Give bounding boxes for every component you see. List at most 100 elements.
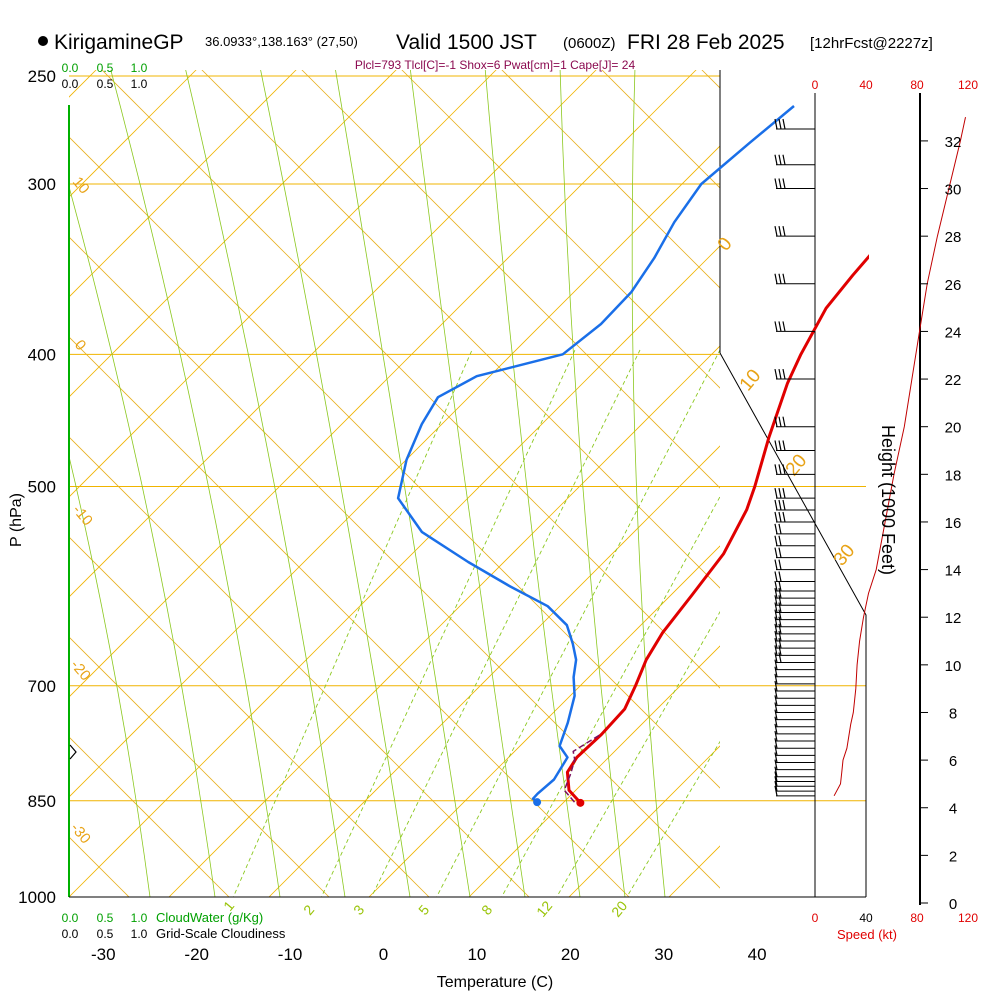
height-tick-label: 22	[945, 372, 962, 389]
indices-line: Plcl=793 Tlcl[C]=-1 Shox=6 Pwat[cm]=1 Ca…	[355, 58, 636, 72]
y-axis-ticks: 250 300 400 500 700 850 1000	[18, 67, 56, 907]
isotherm-line	[69, 70, 97, 98]
isotherm-line	[568, 745, 720, 897]
wind-barb-flag	[782, 416, 786, 427]
wind-barb-flag	[778, 321, 782, 332]
wind-barb-flag	[778, 580, 782, 592]
dry-adiabat-line	[401, 70, 720, 389]
wind-speed-profile	[833, 116, 966, 797]
y-axis-title: P (hPa)	[8, 493, 25, 547]
isotherm-line	[268, 445, 720, 897]
isotherm-label: 10	[736, 366, 766, 396]
wind-barb-flag	[774, 226, 778, 237]
height-tick-label: 12	[945, 610, 962, 627]
mixing-ratio-line	[436, 349, 720, 897]
wind-barb-flag	[774, 499, 778, 511]
wind-barb-flag	[774, 511, 778, 523]
dry-adiabat-line	[69, 436, 530, 897]
wind-barb-flag	[782, 154, 786, 165]
station-name: KirigamineGP	[54, 31, 184, 54]
mixing-ratio-label-group: 1 2 3 5 8 12 20	[220, 898, 630, 920]
dry-adiabat-line	[69, 836, 130, 897]
wind-barb-flag	[774, 571, 778, 582]
wind-barb-flag	[774, 273, 778, 284]
wind-barb-flag	[774, 178, 778, 189]
wind-barb-flag	[774, 321, 778, 332]
wind-barb-flag	[774, 616, 778, 627]
wind-barb-flag	[774, 702, 778, 713]
wind-barb-flag	[774, 602, 778, 613]
wind-barb-flag	[782, 440, 786, 451]
wind-barb-flag	[774, 547, 778, 558]
cloudwater-tick-bottom: 0.5	[97, 911, 114, 925]
speed-tick-label-bottom: 40	[859, 911, 873, 925]
dry-adiabat-line	[69, 236, 720, 889]
isotherm-line	[69, 245, 720, 897]
wind-barb-flag	[778, 464, 782, 475]
y-tick-label: 300	[28, 175, 56, 194]
moist-adiabat-line	[69, 454, 151, 897]
mixing-ratio-label: 12	[533, 898, 555, 920]
mixing-ratio-label: 5	[415, 902, 432, 918]
wind-barb-flag	[782, 226, 786, 237]
wind-barb-flag	[778, 499, 782, 511]
wind-barb-flag	[774, 759, 778, 770]
wind-barb-flag	[774, 595, 778, 606]
isotherm-label: -30	[67, 820, 94, 848]
dry-adiabat-line	[0, 0, 29, 897]
dry-adiabat-line	[201, 70, 720, 589]
series-line-parcel	[563, 733, 601, 803]
wind-barb-flag	[774, 623, 778, 635]
height-tick-label: 0	[949, 896, 957, 913]
y-tick-label: 700	[28, 677, 56, 696]
wind-barb-flag	[782, 464, 786, 475]
x-tick-label: 40	[748, 945, 767, 964]
isotherm-line	[69, 70, 397, 398]
height-tick-label: 4	[949, 801, 957, 818]
mixing-ratio-label: 8	[478, 902, 495, 918]
valid-time: Valid 1500 JST	[396, 31, 537, 54]
isotherm-label: 30	[830, 541, 860, 571]
isotherm-line	[69, 70, 497, 498]
wind-barb-flag	[774, 745, 778, 756]
isotherm-line	[468, 645, 720, 897]
wind-barb-flag	[778, 609, 782, 620]
wind-barb-flag	[778, 154, 782, 165]
lcl-marker-icon	[69, 744, 77, 760]
wind-barb-flag	[782, 178, 786, 189]
speed-tick-label-bottom: 0	[812, 911, 819, 925]
wind-barb-flag	[778, 488, 782, 499]
wind-barb-flag	[774, 738, 778, 749]
isotherm-line	[69, 70, 597, 598]
mixing-ratio-label: 20	[608, 898, 630, 920]
station-marker-icon	[38, 36, 48, 46]
height-tick-label: 6	[949, 753, 957, 770]
mixing-ratio-line	[370, 349, 641, 897]
wind-barb-flag	[774, 630, 778, 642]
wind-barb-flag	[778, 645, 782, 656]
x-tick-label: 10	[467, 945, 486, 964]
skew-boundary	[719, 352, 867, 897]
wind-barb-flag	[778, 571, 782, 582]
wind-barb-flag	[774, 464, 778, 475]
mixing-ratio-line	[320, 349, 576, 897]
isotherm-line	[69, 145, 720, 798]
wind-barb-flag	[778, 416, 782, 427]
cloudwater-tick-bottom: 1.0	[131, 911, 148, 925]
height-tick-label: 8	[949, 705, 957, 722]
height-tick-label: 32	[945, 134, 962, 151]
dry-adiabat-line	[829, 0, 1000, 897]
cloudwater-tick-top: 1.0	[131, 61, 148, 75]
wind-barb-flag	[774, 730, 778, 742]
wind-barb-flag	[774, 118, 778, 130]
wind-barb-flag	[782, 321, 786, 332]
wind-barb-flag	[774, 666, 778, 677]
wind-barb-flag	[774, 638, 778, 649]
wind-barb-flag	[778, 511, 782, 523]
mixing-ratio-line	[626, 740, 720, 897]
moist-adiabat-line	[631, 70, 666, 897]
dry-adiabat-line	[69, 336, 630, 897]
wind-barb-flag	[778, 652, 782, 663]
wind-barb-flag	[778, 273, 782, 284]
